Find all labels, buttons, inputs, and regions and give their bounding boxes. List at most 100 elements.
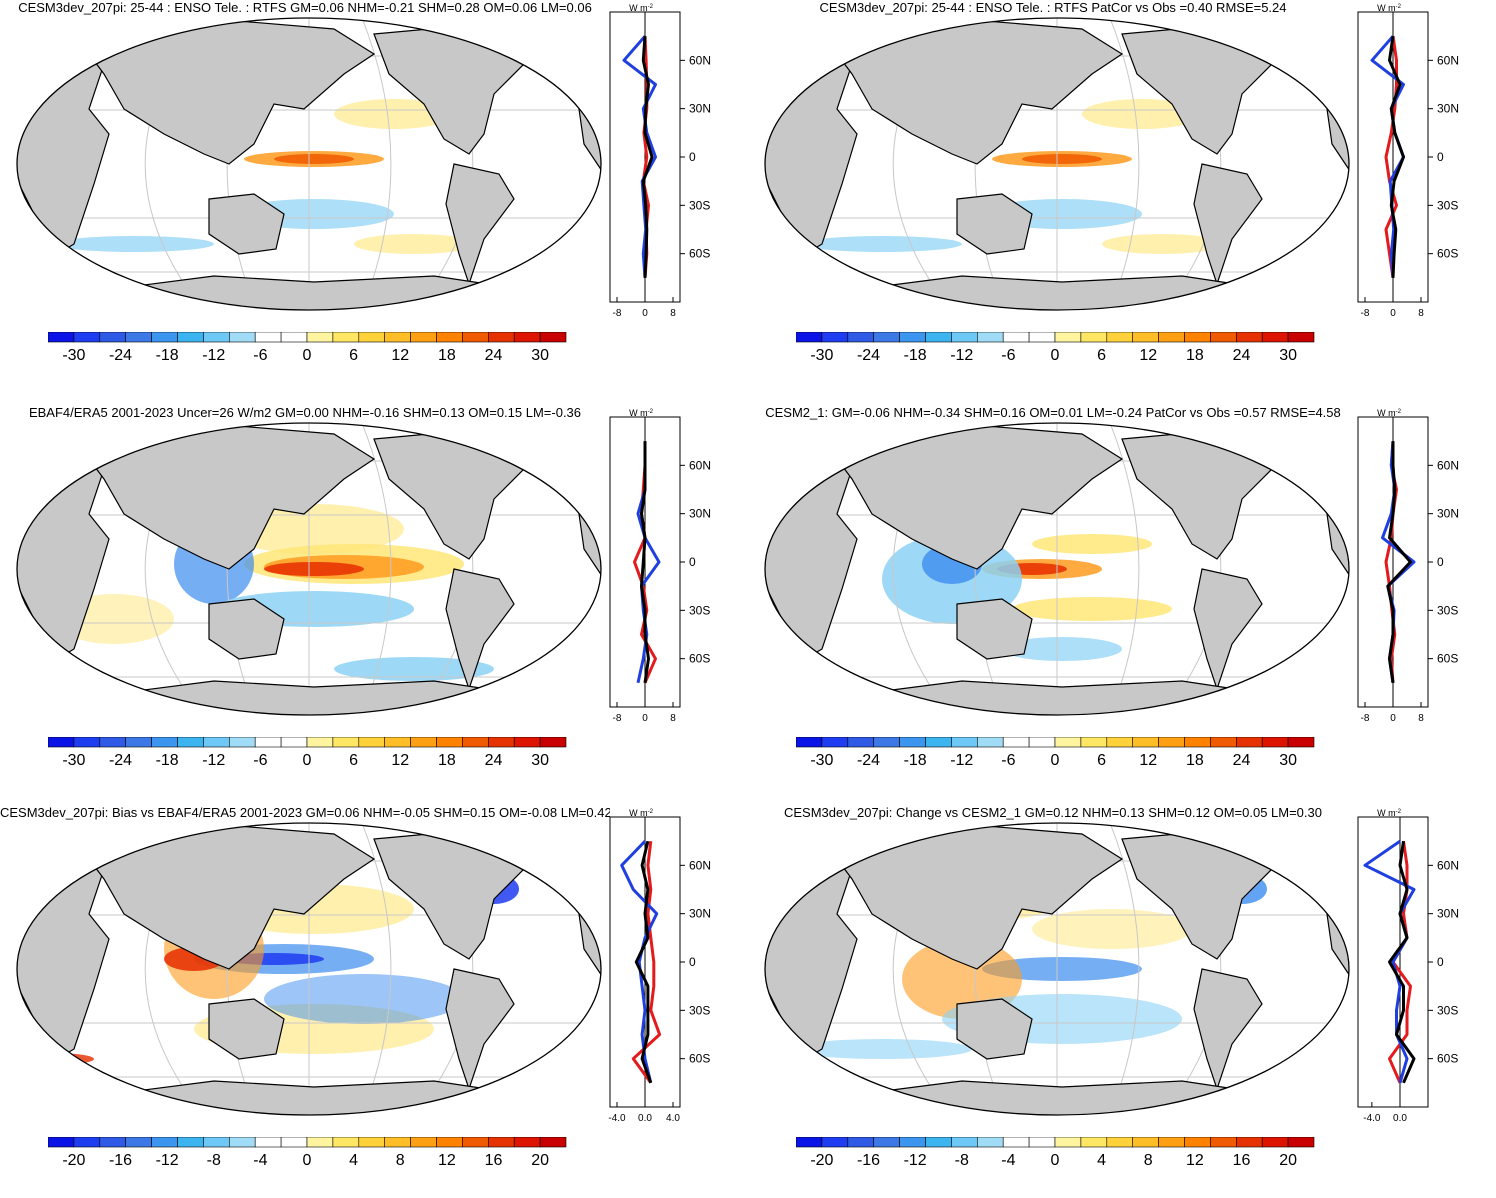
units-label: W m-2: [629, 3, 653, 13]
colorbar-swatch: [977, 737, 1004, 748]
colorbar-swatch: [821, 332, 849, 343]
colorbar-swatch: [1080, 1137, 1108, 1148]
colorbar-tick-label: 0: [1051, 347, 1060, 364]
colorbar-swatch: [1261, 332, 1289, 343]
x-tick-label: 0.0: [1393, 1113, 1407, 1124]
landmass: [820, 423, 1124, 570]
colorbar-swatch: [487, 332, 515, 343]
colorbar-tick-label: 20: [531, 1152, 549, 1169]
colorbar-tick-label: 6: [1097, 347, 1106, 364]
colorbar-swatch: [899, 332, 926, 343]
colorbar-tick-label: -20: [62, 1152, 85, 1169]
landmass: [956, 193, 1033, 255]
colorbar-tick-label: 12: [1139, 347, 1157, 364]
anomaly-region: [334, 657, 494, 681]
map-outline: [764, 422, 1350, 716]
colorbar-swatch: [358, 737, 385, 748]
x-tick-label: 0: [1390, 713, 1396, 724]
colorbar-swatch: [1210, 1137, 1237, 1148]
colorbar-swatch: [436, 737, 463, 748]
colorbar-swatch: [436, 1137, 463, 1148]
colorbar-tick-label: -18: [156, 347, 179, 364]
zonal-mean-chart: W m-2 60N 30N 0 30S 60S -8 0 8: [1357, 3, 1459, 319]
anomaly-region: [982, 957, 1142, 981]
anomaly-region: [1032, 909, 1192, 949]
landmass: [445, 968, 515, 1091]
lat-tick-label: 60S: [689, 1052, 710, 1066]
colorbar-tick-label: -6: [1001, 347, 1015, 364]
units-label: W m-2: [1377, 3, 1401, 13]
colorbar-swatch: [125, 737, 152, 748]
panel-p1: CESM3dev_207pi: 25-44 : ENSO Tele. : RTF…: [0, 0, 748, 393]
colorbar-tick-label: 30: [531, 347, 549, 364]
colorbar-tick-label: -18: [904, 752, 927, 769]
colorbar-swatch: [151, 737, 178, 748]
colorbar-tick-label: -30: [62, 347, 85, 364]
colorbar-swatch: [436, 332, 463, 343]
colorbar-swatch: [410, 737, 437, 748]
zonal-series-obs: [622, 35, 657, 278]
lat-tick-label: 30S: [1437, 1003, 1458, 1017]
colorbar-swatch: [1235, 1137, 1263, 1148]
colorbar-swatch: [462, 1137, 489, 1148]
panel-p3: EBAF4/ERA5 2001-2023 Uncer=26 W/m2 GM=0.…: [0, 405, 748, 798]
colorbar-swatch: [1235, 737, 1263, 748]
landmass: [445, 568, 515, 691]
lat-tick-label: 30S: [689, 198, 710, 212]
colorbar-tick-label: -12: [904, 1152, 927, 1169]
colorbar-swatch: [487, 1137, 515, 1148]
colorbar-tick-label: 6: [1097, 752, 1106, 769]
colorbar-tick-label: 0: [303, 1152, 312, 1169]
colorbar-swatch: [1158, 332, 1185, 343]
x-tick-label: -4.0: [1363, 1113, 1381, 1124]
landmass: [1260, 23, 1323, 60]
landmass: [1260, 428, 1323, 465]
lat-tick-label: 0: [1437, 150, 1444, 164]
x-tick-label: -8: [1361, 308, 1370, 319]
lat-tick-label: 60N: [1437, 458, 1459, 472]
colorbar-tick-label: -30: [810, 752, 833, 769]
x-tick-label: 0.0: [638, 1113, 652, 1124]
colorbar-tick-label: -20: [810, 1152, 833, 1169]
colorbar-tick-label: -6: [253, 752, 267, 769]
colorbar-tick-label: 0: [1051, 1152, 1060, 1169]
colorbar-tick-label: -16: [857, 1152, 880, 1169]
zonal-mean-chart: W m-2 60N 30N 0 30S 60S -4.0 0.0: [1357, 808, 1459, 1124]
colorbar-swatch: [925, 737, 952, 748]
zonal-mean-chart: W m-2 60N 30N 0 30S 60S -8 0 8: [609, 408, 711, 724]
colorbar-swatch: [873, 1137, 900, 1148]
colorbar-tick-label: -12: [202, 347, 225, 364]
panel-title: CESM3dev_207pi: 25-44 : ENSO Tele. : RTF…: [18, 0, 592, 15]
landmass: [208, 598, 285, 660]
landmass: [512, 428, 575, 465]
zonal-mean-chart: W m-2 60N 30N 0 30S 60S -8 0 8: [609, 3, 711, 319]
anomaly-region: [17, 1053, 94, 1065]
colorbar-tick-label: 18: [438, 752, 456, 769]
colorbar-swatch: [873, 737, 900, 748]
colorbar-swatch: [513, 737, 541, 748]
colorbar-swatch: [1028, 737, 1056, 748]
lat-tick-label: 60N: [689, 53, 711, 67]
colorbar-swatch: [1158, 737, 1185, 748]
colorbar-swatch: [1261, 737, 1289, 748]
x-tick-label: 8: [670, 713, 676, 724]
colorbar-tick-label: 30: [1279, 347, 1297, 364]
colorbar-swatch: [1132, 737, 1159, 748]
colorbar-swatch: [1184, 332, 1211, 343]
anomaly-region: [792, 1039, 972, 1059]
colorbar-swatch: [280, 1137, 308, 1148]
colorbar-tick-label: 12: [438, 1152, 456, 1169]
colorbar-swatch: [203, 332, 230, 343]
x-tick-label: 8: [1418, 308, 1424, 319]
colorbar-swatch: [1028, 1137, 1056, 1148]
colorbar-swatch: [951, 1137, 978, 1148]
landmass: [512, 23, 575, 60]
colorbar-tick-label: -30: [62, 752, 85, 769]
colorbar-swatch: [796, 737, 823, 748]
zonal-series-obs: [620, 840, 659, 1084]
colorbar-swatch: [1106, 332, 1133, 343]
colorbar-tick-label: -12: [950, 752, 973, 769]
landmass: [1193, 968, 1263, 1091]
x-tick-label: 0: [642, 308, 648, 319]
colorbar-tick-label: 16: [1233, 1152, 1251, 1169]
